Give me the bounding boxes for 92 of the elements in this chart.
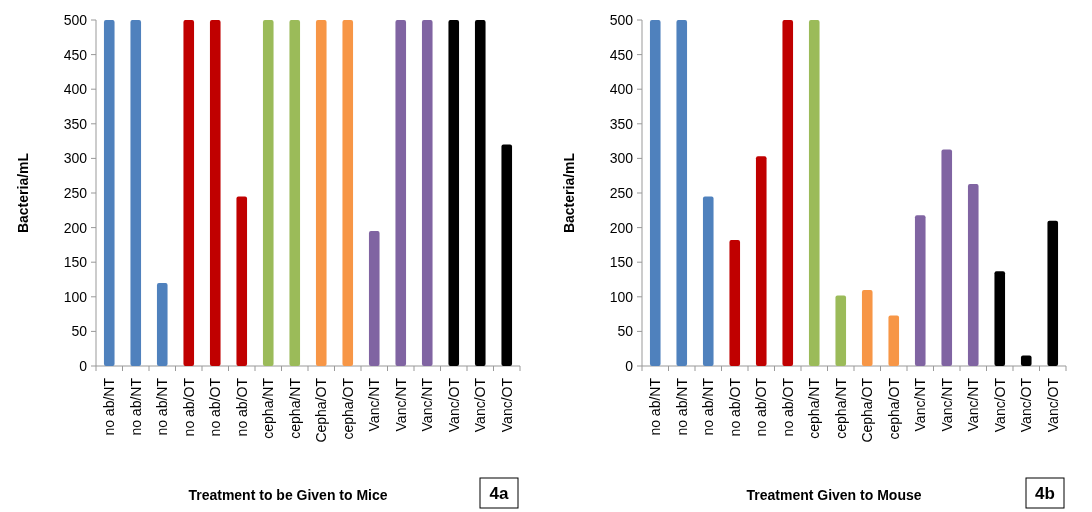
bar: [474, 20, 486, 366]
y-tick-label: 500: [609, 11, 634, 28]
x-tick-label: no ab/OT: [207, 377, 224, 437]
x-tick-label: Vanc/NT: [965, 377, 982, 432]
y-tick-label: 200: [609, 219, 634, 236]
y-tick-label: 0: [79, 357, 88, 374]
x-tick-label: no ab/NT: [127, 377, 144, 436]
bar: [941, 149, 953, 366]
bar: [501, 144, 513, 366]
y-tick-label: 150: [63, 254, 88, 271]
y-tick-label: 0: [625, 357, 634, 374]
x-tick-label: Vanc/OT: [472, 377, 489, 433]
y-axis-title: Bacteria/mL: [15, 152, 31, 234]
x-tick-label: cepha/NT: [260, 377, 277, 439]
y-tick-label: 400: [609, 81, 634, 98]
x-tick-label: Cepha/OT: [859, 377, 876, 443]
y-tick-label: 50: [71, 323, 88, 340]
x-tick-label: no ab/NT: [154, 377, 171, 436]
x-tick-label: Vanc/NT: [912, 377, 929, 432]
x-tick-label: cepha/NT: [832, 377, 849, 439]
bar: [421, 20, 433, 366]
x-tick-label: no ab/OT: [753, 377, 770, 437]
bar: [209, 20, 221, 366]
x-tick-label: no ab/OT: [180, 377, 197, 437]
y-tick-label: 450: [63, 46, 88, 63]
bar: [130, 20, 142, 366]
x-tick-label: no ab/OT: [779, 377, 796, 437]
bar: [967, 184, 979, 366]
bar: [315, 20, 327, 366]
bar: [448, 20, 460, 366]
x-tick-label: Vanc/NT: [938, 377, 955, 432]
y-tick-label: 250: [609, 184, 634, 201]
bar: [236, 196, 248, 366]
bar: [368, 231, 380, 366]
bar: [103, 20, 115, 366]
bar: [1047, 220, 1059, 366]
bar: [835, 295, 847, 366]
x-tick-label: no ab/OT: [726, 377, 743, 437]
bar: [755, 156, 767, 366]
x-tick-label: no ab/OT: [233, 377, 250, 437]
x-tick-label: Cepha/OT: [313, 377, 330, 443]
bar: [156, 282, 168, 366]
x-tick-label: no ab/NT: [700, 377, 717, 436]
bar: [914, 215, 926, 366]
y-axis-title: Bacteria/mL: [561, 152, 577, 234]
bar: [395, 20, 407, 366]
y-tick-label: 450: [609, 46, 634, 63]
bar: [1020, 355, 1032, 366]
bar: [702, 196, 714, 366]
x-tick-label: cepha/OT: [339, 377, 356, 440]
x-tick-label: cepha/NT: [286, 377, 303, 439]
x-tick-label: no ab/NT: [647, 377, 664, 436]
bar: [808, 20, 820, 366]
x-tick-label: Vanc/OT: [1044, 377, 1061, 433]
x-tick-label: Vanc/NT: [419, 377, 436, 432]
y-tick-label: 100: [609, 288, 634, 305]
text: 4a: [489, 484, 509, 503]
y-tick-label: 300: [63, 150, 88, 167]
x-tick-label: no ab/NT: [101, 377, 118, 436]
y-tick-label: 200: [63, 219, 88, 236]
bar: [289, 20, 301, 366]
bar: [888, 315, 900, 366]
y-tick-label: 400: [63, 81, 88, 98]
y-tick-label: 250: [63, 184, 88, 201]
y-tick-label: 50: [617, 323, 634, 340]
x-tick-label: Vanc/OT: [991, 377, 1008, 433]
x-tick-label: Vanc/NT: [366, 377, 383, 432]
x-tick-label: Vanc/NT: [392, 377, 409, 432]
y-tick-label: 300: [609, 150, 634, 167]
x-tick-label: Vanc/OT: [498, 377, 515, 433]
text: 4b: [1035, 484, 1055, 503]
bar: [782, 20, 794, 366]
bar: [994, 271, 1006, 366]
x-tick-label: cepha/OT: [885, 377, 902, 440]
bar: [342, 20, 354, 366]
y-tick-label: 100: [63, 288, 88, 305]
x-axis-title: Treatment Given to Mouse: [746, 487, 922, 503]
bar: [649, 20, 661, 366]
y-tick-label: 150: [609, 254, 634, 271]
x-tick-label: Vanc/OT: [1018, 377, 1035, 433]
x-tick-label: Vanc/OT: [445, 377, 462, 433]
x-tick-label: no ab/NT: [673, 377, 690, 436]
x-tick-label: cepha/NT: [806, 377, 823, 439]
y-tick-label: 500: [63, 11, 88, 28]
x-axis-title: Treatment to be Given to Mice: [188, 487, 388, 503]
y-tick-label: 350: [609, 115, 634, 132]
bar: [861, 289, 873, 366]
bar: [676, 20, 688, 366]
bar: [729, 240, 741, 366]
bar: [183, 20, 195, 366]
y-tick-label: 350: [63, 115, 88, 132]
bar: [262, 20, 274, 366]
